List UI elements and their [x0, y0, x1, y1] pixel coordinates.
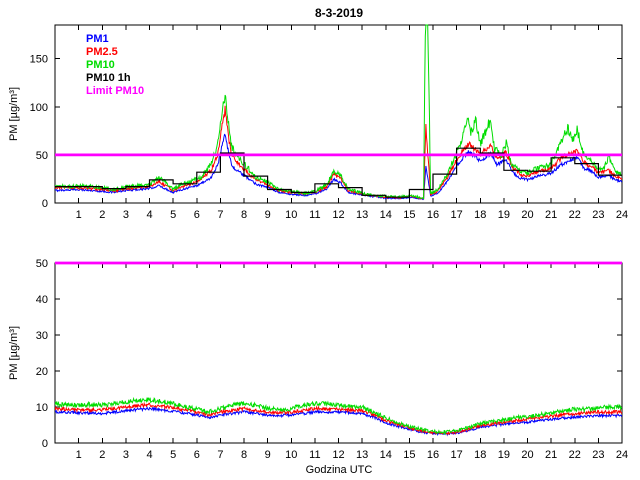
pm1-line	[55, 406, 622, 437]
bottom-y-axis-label: PM [µg/m³]	[8, 326, 20, 380]
y-tick-label: 50	[36, 258, 48, 270]
x-tick-label: 15	[403, 449, 415, 461]
x-tick-label: 20	[521, 209, 533, 221]
x-tick-label: 19	[498, 209, 510, 221]
x-tick-label: 24	[616, 449, 628, 461]
x-tick-label: 16	[427, 209, 439, 221]
x-tick-label: 12	[332, 449, 344, 461]
x-tick-label: 5	[170, 209, 176, 221]
x-tick-label: 1	[76, 449, 82, 461]
y-tick-label: 0	[42, 198, 48, 210]
x-tick-label: 6	[194, 209, 200, 221]
x-tick-label: 24	[616, 209, 628, 221]
x-tick-label: 9	[265, 449, 271, 461]
x-tick-label: 7	[217, 209, 223, 221]
x-tick-label: 8	[241, 209, 247, 221]
x-tick-label: 2	[99, 449, 105, 461]
x-tick-label: 5	[170, 449, 176, 461]
y-tick-label: 10	[36, 402, 48, 414]
x-tick-label: 18	[474, 209, 486, 221]
pm1-line	[55, 133, 622, 201]
x-tick-label: 17	[451, 449, 463, 461]
legend-entry-pm10-1h: PM10 1h	[86, 72, 131, 84]
x-tick-label: 3	[123, 449, 129, 461]
x-tick-label: 8	[241, 449, 247, 461]
x-tick-label: 7	[217, 449, 223, 461]
y-tick-label: 30	[36, 330, 48, 342]
top-y-axis-label: PM [µg/m³]	[8, 87, 20, 141]
x-tick-label: 16	[427, 449, 439, 461]
x-tick-label: 4	[146, 209, 152, 221]
x-tick-label: 4	[146, 449, 152, 461]
x-tick-label: 10	[285, 209, 297, 221]
y-tick-label: 100	[30, 102, 48, 114]
pm10-line	[55, 396, 622, 436]
x-tick-label: 23	[592, 209, 604, 221]
x-tick-label: 9	[265, 209, 271, 221]
x-tick-label: 10	[285, 449, 297, 461]
pm10-1h-line	[55, 147, 622, 198]
x-tick-label: 11	[309, 209, 320, 221]
x-tick-label: 17	[451, 209, 463, 221]
legend-entry-limit-pm10: Limit PM10	[86, 85, 144, 97]
x-tick-label: 15	[403, 209, 415, 221]
x-tick-label: 2	[99, 209, 105, 221]
legend-entry-pm10: PM10	[86, 59, 115, 71]
x-tick-label: 23	[592, 449, 604, 461]
series-group	[55, 396, 622, 437]
x-tick-label: 12	[332, 209, 344, 221]
x-tick-label: 3	[123, 209, 129, 221]
y-tick-label: 40	[36, 294, 48, 306]
y-tick-label: 50	[36, 150, 48, 162]
legend-entry-pm2-5: PM2.5	[86, 46, 118, 58]
legend-entry-pm1: PM1	[86, 33, 109, 45]
x-tick-label: 20	[521, 449, 533, 461]
x-tick-label: 14	[380, 209, 392, 221]
series-group	[55, 24, 622, 201]
x-tick-label: 21	[545, 209, 557, 221]
x-tick-label: 14	[380, 449, 392, 461]
axis-ticks	[55, 25, 623, 204]
x-tick-label: 11	[309, 449, 320, 461]
y-tick-label: 20	[36, 366, 48, 378]
legend: PM1 PM2.5 PM10 PM10 1h Limit PM10	[86, 33, 144, 97]
x-tick-label: 1	[76, 209, 82, 221]
top-plot-area: 1 2 3 4 5 6 7 8 9 10 11 12 13 14 15 16 17 18 19 20 21 22 23 240…	[30, 24, 628, 221]
x-tick-label: 18	[474, 449, 486, 461]
x-tick-label: 13	[356, 449, 368, 461]
y-tick-label: 0	[42, 438, 48, 450]
x-tick-label: 22	[569, 449, 581, 461]
bottom-plot-area: 1 2 3 4 5 6 7 8 9 10 11 12 13 14 15 16 17 18 19 20 21 22 23 240…	[36, 258, 628, 461]
chart-title: 8-3-2019	[315, 6, 363, 20]
bottom-x-axis-label: Godzina UTC	[306, 464, 373, 476]
x-tick-label: 13	[356, 209, 368, 221]
x-tick-label: 22	[569, 209, 581, 221]
x-tick-label: 21	[545, 449, 557, 461]
y-tick-label: 150	[30, 54, 48, 66]
x-tick-label: 6	[194, 449, 200, 461]
x-tick-label: 19	[498, 449, 510, 461]
